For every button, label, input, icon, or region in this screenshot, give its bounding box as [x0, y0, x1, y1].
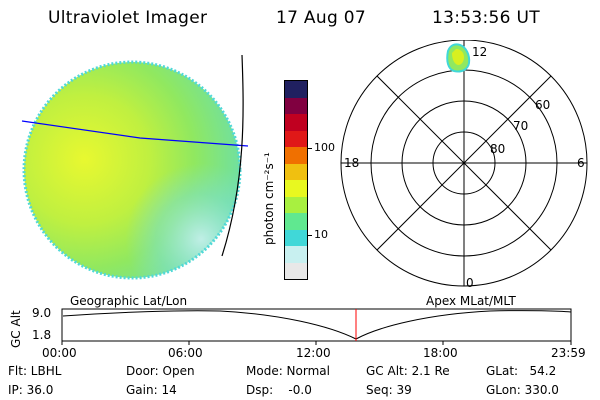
colorbar-tick-10 [307, 235, 312, 236]
timeline-y-axis-label: GC Alt [9, 310, 23, 348]
observation-date: 17 Aug 07 [276, 8, 366, 28]
colorbar-swatch [285, 130, 307, 147]
info-glon: GLon: 330.0 [486, 383, 559, 397]
colorbar-swatch [285, 147, 307, 164]
timeline-right-label: Apex MLat/MLT [426, 294, 516, 308]
earth-shadow [24, 62, 240, 278]
timeline-y-max: 9.0 [32, 306, 52, 320]
polar-diagonal [376, 75, 552, 251]
colorbar-swatch [285, 196, 307, 213]
timeline-tick-1: 06:00 [168, 346, 203, 360]
polar-label-lat-80: 80 [490, 142, 506, 156]
timeline-y-min: 1.8 [32, 328, 52, 342]
timeline-plot [61, 308, 572, 345]
colorbar-swatch [285, 163, 307, 180]
observation-time: 13:53:56 UT [432, 8, 540, 28]
timeline-tick-0: 00:00 [42, 346, 77, 360]
colorbar-label-100: 100 [314, 141, 335, 154]
polar-label-mlt-6: 6 [577, 156, 585, 170]
polar-label-mlt-18: 18 [344, 156, 360, 170]
polar-label-lat-70: 70 [513, 119, 529, 133]
instrument-title: Ultraviolet Imager [48, 8, 208, 28]
polar-plot [340, 40, 588, 287]
colorbar-swatch [285, 262, 307, 279]
info-mode: Mode: Normal [246, 364, 330, 378]
altitude-curve [62, 310, 572, 340]
info-gain: Gain: 14 [126, 383, 177, 397]
info-dsp: Dsp: -0.0 [246, 383, 312, 397]
earth-image [21, 54, 249, 280]
timeline-tick-4: 23:59 [551, 346, 586, 360]
info-glat: GLat: 54.2 [486, 364, 557, 378]
info-seq: Seq: 39 [366, 383, 412, 397]
timeline-left-label: Geographic Lat/Lon [70, 294, 188, 308]
timeline-tick-2: 12:00 [296, 346, 331, 360]
timeline-tick-3: 18:00 [423, 346, 458, 360]
info-gc-alt: GC Alt: 2.1 Re [366, 364, 450, 378]
colorbar-swatch [285, 246, 307, 263]
colorbar-swatch [285, 97, 307, 114]
colorbar-swatch [285, 229, 307, 246]
colorbar-swatch [285, 213, 307, 230]
auroral-oval-core [452, 49, 464, 65]
colorbar [284, 80, 308, 280]
polar-label-mlt-0: 0 [466, 276, 474, 290]
colorbar-tick-100 [307, 148, 312, 149]
lat-grid-line [21, 120, 249, 147]
colorbar-units: photon cm⁻²s⁻¹ [262, 152, 276, 245]
info-door: Door: Open [126, 364, 195, 378]
terminator-line [221, 54, 244, 257]
info-ip: IP: 36.0 [8, 383, 54, 397]
polar-label-mlt-12: 12 [472, 45, 488, 59]
colorbar-swatch [285, 81, 307, 98]
info-filter: Flt: LBHL [8, 364, 62, 378]
colorbar-swatch [285, 114, 307, 131]
polar-label-lat-60: 60 [535, 98, 551, 112]
colorbar-label-10: 10 [314, 228, 328, 241]
colorbar-swatch [285, 180, 307, 197]
